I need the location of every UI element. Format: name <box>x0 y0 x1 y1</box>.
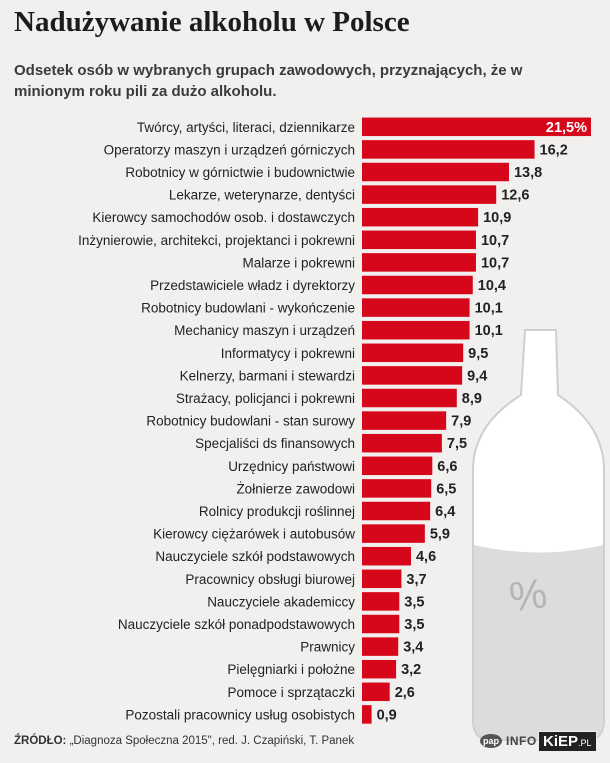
value-label: 21,5% <box>546 120 587 136</box>
bar <box>362 659 397 679</box>
category-label: Malarze i pokrewni <box>242 255 355 270</box>
bar <box>362 637 399 656</box>
value-label: 9,5 <box>468 346 488 362</box>
source-note: ŹRÓDŁO: „Diagnoza Społeczna 2015", red. … <box>14 735 354 747</box>
value-label: 5,9 <box>430 527 450 543</box>
bar <box>362 388 457 408</box>
value-label: 3,5 <box>404 594 424 610</box>
category-label: Operatorzy maszyn i urządzeń górniczych <box>104 142 355 157</box>
value-label: 10,4 <box>478 278 506 294</box>
value-label: 10,7 <box>481 233 509 249</box>
value-label: 10,1 <box>475 301 503 317</box>
chart-title: Nadużywanie alkoholu w Polsce <box>14 6 410 38</box>
bar <box>362 298 470 317</box>
bar <box>362 479 432 498</box>
source-text: „Diagnoza Społeczna 2015", red. J. Czapi… <box>66 735 355 747</box>
bar <box>362 343 464 363</box>
bottle-illustration: % <box>472 329 605 741</box>
value-label: 6,6 <box>437 459 457 475</box>
bar <box>362 682 390 702</box>
bar <box>362 705 372 724</box>
chart-subtitle: Odsetek osób w wybranych grupach zawodow… <box>14 62 523 100</box>
bar <box>362 569 402 589</box>
bar <box>362 207 479 227</box>
percent-symbol: % <box>506 569 550 621</box>
value-label: 10,7 <box>481 255 509 271</box>
bar <box>362 411 447 430</box>
value-label: 9,4 <box>467 368 487 384</box>
bar <box>362 230 476 250</box>
category-label: Urzędnicy państwowi <box>228 459 355 474</box>
category-label: Nauczyciele akademiccy <box>207 594 355 609</box>
category-label: Specjaliści ds finansowych <box>195 436 355 451</box>
bar <box>362 433 442 453</box>
bar <box>362 546 411 566</box>
category-label: Przedstawiciele władz i dyrektorzy <box>150 278 355 293</box>
category-label: Inżynierowie, architekci, projektanci i … <box>78 233 355 248</box>
watermark-suffix: .PL <box>578 738 592 748</box>
bar <box>362 456 433 476</box>
category-label: Strażacy, policjanci i pokrewni <box>176 391 355 406</box>
info-logo: INFO <box>506 734 537 748</box>
watermark-text: KiEP <box>543 733 579 750</box>
value-label: 0,9 <box>377 707 397 723</box>
category-label: Nauczyciele szkół podstawowych <box>155 549 355 564</box>
value-label: 3,7 <box>406 572 426 588</box>
value-label: 7,5 <box>447 436 467 452</box>
value-label: 3,5 <box>404 617 424 633</box>
category-label: Informatycy i pokrewni <box>221 346 355 361</box>
bar <box>362 524 425 543</box>
category-label: Robotnicy w górnictwie i budownictwie <box>125 165 355 180</box>
source-label: ŹRÓDŁO: <box>14 735 67 747</box>
value-label: 8,9 <box>462 391 482 407</box>
bar <box>362 185 497 204</box>
bar <box>362 253 476 272</box>
category-label: Kierowcy ciężarówek i autobusów <box>153 527 355 542</box>
value-label: 16,2 <box>540 142 568 158</box>
value-label: 6,5 <box>436 481 456 497</box>
bar <box>362 592 400 611</box>
category-label: Rolnicy produkcji roślinnej <box>199 504 355 519</box>
category-label: Żołnierze zawodowi <box>236 481 355 496</box>
category-label: Lekarze, weterynarze, dentyści <box>169 188 355 203</box>
value-label: 13,8 <box>514 165 542 181</box>
bar <box>362 320 470 340</box>
category-label: Twórcy, artyści, literaci, dziennikarze <box>137 120 355 135</box>
pap-logo: pap <box>480 734 502 748</box>
value-label: 6,4 <box>435 504 455 520</box>
value-label: 3,2 <box>401 662 421 678</box>
category-label: Kierowcy samochodów osob. i dostawczych <box>92 210 355 225</box>
value-label: 7,9 <box>451 414 471 430</box>
bar <box>362 140 535 159</box>
category-label: Mechanicy maszyn i urządzeń <box>174 323 355 338</box>
bar <box>362 501 431 521</box>
kiep-watermark: KiEP.PL <box>538 731 597 752</box>
bar <box>362 117 591 137</box>
value-label: 10,1 <box>475 323 503 339</box>
bars-group: Twórcy, artyści, literaci, dziennikarze 2… <box>78 117 591 724</box>
category-label: Kelnerzy, barmani i stewardzi <box>180 368 355 383</box>
bar <box>362 366 463 385</box>
bottle-liquid <box>474 545 603 739</box>
value-label: 2,6 <box>395 685 415 701</box>
category-label: Robotnicy budowlani - stan surowy <box>146 414 355 429</box>
category-label: Prawnicy <box>300 640 355 655</box>
value-label: 3,4 <box>403 640 423 656</box>
category-label: Pracownicy obsługi biurowej <box>185 572 355 587</box>
category-label: Pozostali pracownicy usług osobistych <box>125 707 355 722</box>
category-label: Pomoce i sprzątaczki <box>227 685 355 700</box>
bar <box>362 275 473 295</box>
value-label: 10,9 <box>483 210 511 226</box>
value-label: 4,6 <box>416 549 436 565</box>
bar <box>362 162 509 182</box>
value-label: 12,6 <box>501 188 529 204</box>
category-label: Pielęgniarki i położne <box>227 662 355 677</box>
bar <box>362 614 400 634</box>
category-label: Robotnicy budowlani - wykończenie <box>141 301 355 316</box>
category-label: Nauczyciele szkół ponadpodstawowych <box>118 617 355 632</box>
